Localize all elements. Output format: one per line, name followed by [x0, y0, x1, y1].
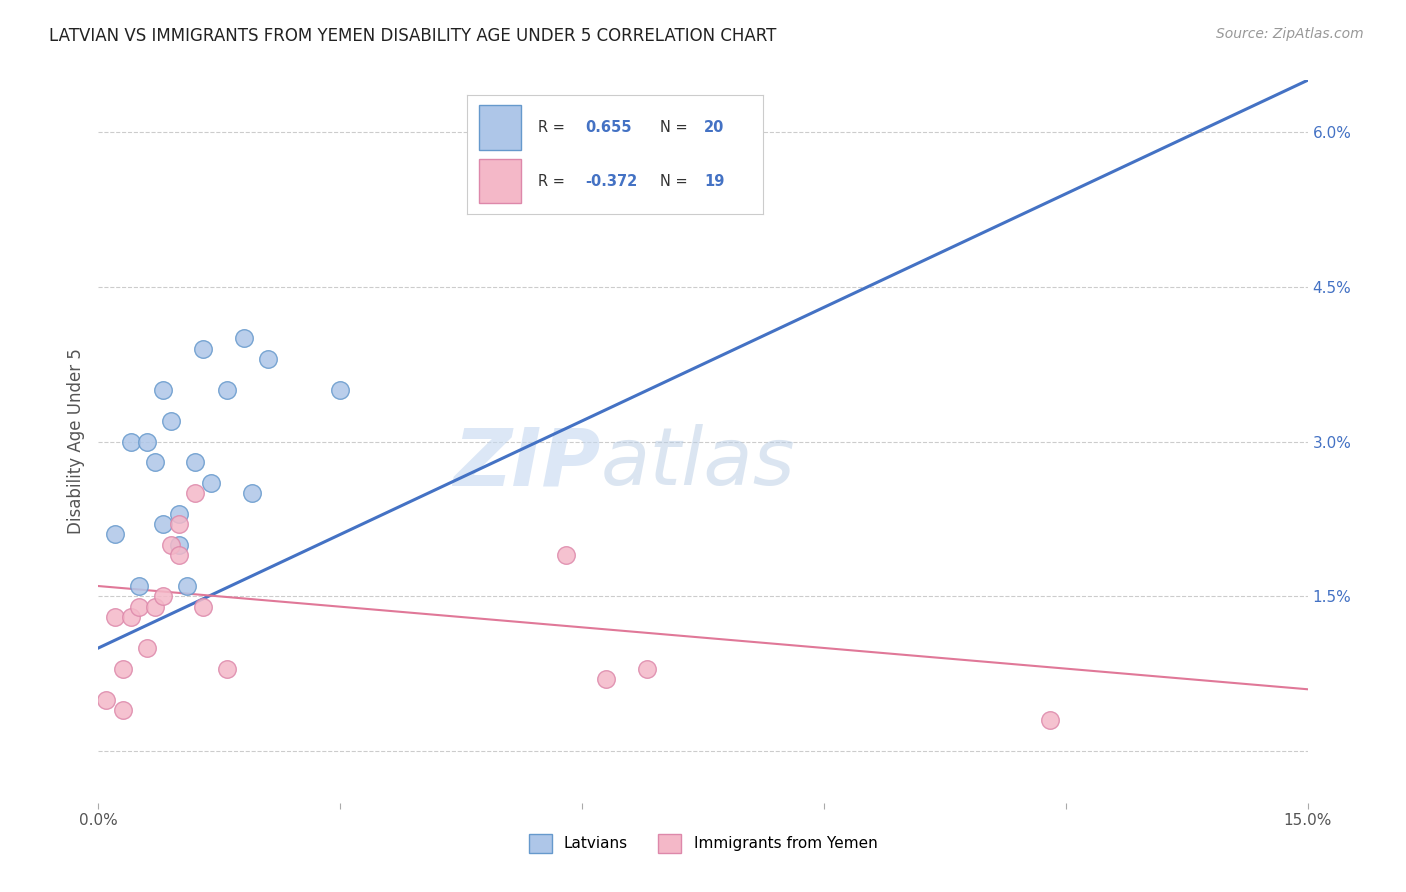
Y-axis label: Disability Age Under 5: Disability Age Under 5	[66, 349, 84, 534]
Text: Source: ZipAtlas.com: Source: ZipAtlas.com	[1216, 27, 1364, 41]
Point	[120, 610, 142, 624]
Point	[167, 517, 190, 532]
Point	[176, 579, 198, 593]
Text: LATVIAN VS IMMIGRANTS FROM YEMEN DISABILITY AGE UNDER 5 CORRELATION CHART: LATVIAN VS IMMIGRANTS FROM YEMEN DISABIL…	[49, 27, 776, 45]
Point	[111, 662, 134, 676]
Point	[143, 455, 166, 469]
Point	[232, 331, 254, 345]
Point	[217, 662, 239, 676]
Point	[329, 383, 352, 397]
Point	[256, 351, 278, 366]
Point	[240, 486, 263, 500]
Point	[555, 548, 578, 562]
Point	[193, 599, 215, 614]
Point	[120, 434, 142, 449]
Point	[135, 640, 157, 655]
Text: ZIP: ZIP	[453, 425, 600, 502]
Point	[103, 610, 125, 624]
Point	[160, 538, 183, 552]
Point	[143, 599, 166, 614]
Point	[167, 548, 190, 562]
Point	[184, 455, 207, 469]
Point	[184, 486, 207, 500]
Point	[152, 590, 174, 604]
Point	[530, 166, 553, 180]
Point	[595, 672, 617, 686]
Point	[636, 662, 658, 676]
Point	[96, 692, 118, 706]
Legend: Latvians, Immigrants from Yemen: Latvians, Immigrants from Yemen	[522, 826, 884, 860]
Text: atlas: atlas	[600, 425, 794, 502]
Point	[135, 434, 157, 449]
Point	[193, 342, 215, 356]
Point	[1039, 713, 1062, 727]
Point	[128, 599, 150, 614]
Point	[111, 703, 134, 717]
Point	[167, 538, 190, 552]
Point	[152, 517, 174, 532]
Point	[103, 527, 125, 541]
Point	[160, 414, 183, 428]
Point	[167, 507, 190, 521]
Point	[152, 383, 174, 397]
Point	[200, 475, 222, 490]
Point	[128, 579, 150, 593]
Point	[217, 383, 239, 397]
